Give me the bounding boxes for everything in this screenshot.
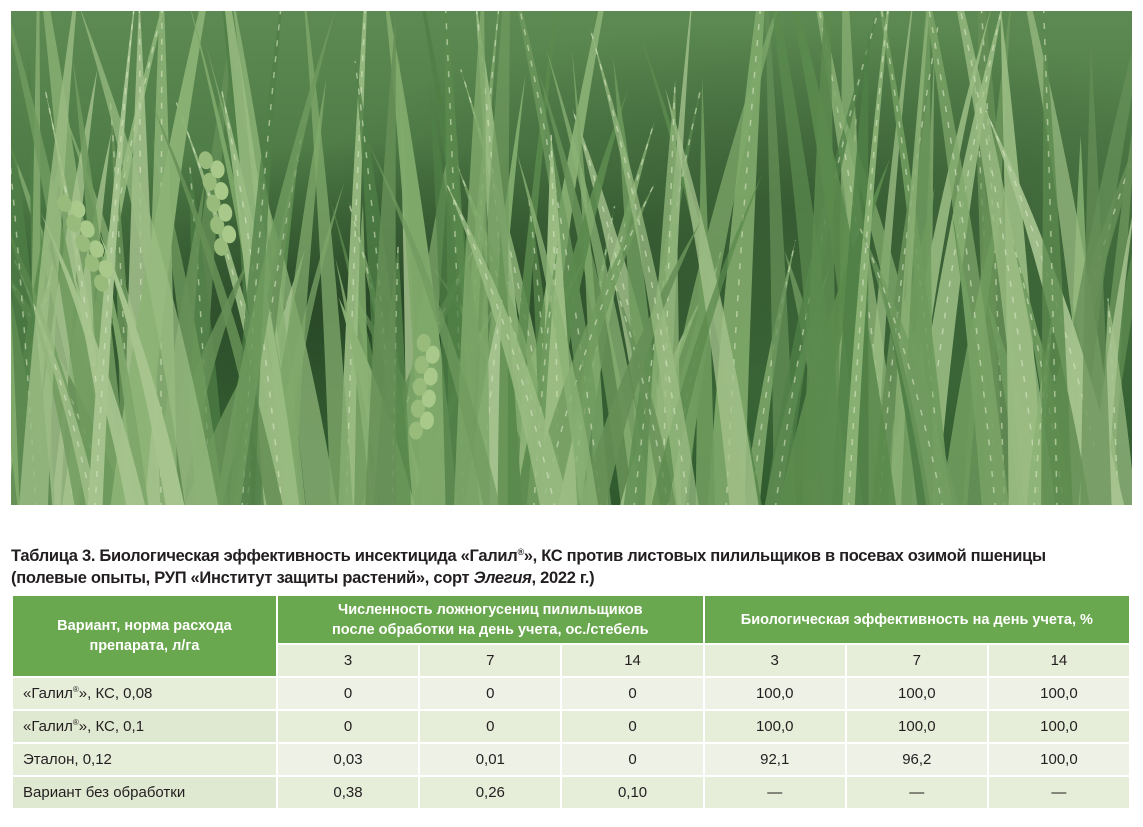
header-day-eff-3: 3	[704, 645, 845, 676]
table-cell: 100,0	[988, 744, 1129, 775]
leaf-blade	[772, 11, 850, 505]
leaf-damage-spots	[138, 11, 143, 505]
leaf-damage-spots	[878, 27, 939, 505]
leaf-blade	[367, 141, 500, 505]
header-day-eff-14: 14	[988, 645, 1129, 676]
table-cell: 0	[420, 678, 561, 709]
leaf-blade	[589, 27, 699, 505]
table-cell: —	[704, 777, 845, 808]
table-cell: 0,26	[420, 777, 561, 808]
leaf-blade	[338, 11, 367, 505]
leaf-blade	[40, 212, 145, 505]
table-cell: 100,0	[846, 711, 987, 742]
caption-line-2: (полевые опыты, РУП «Институт защиты рас…	[11, 569, 595, 587]
leaf-blade	[889, 11, 930, 505]
table-cell: 96,2	[846, 744, 987, 775]
leaf-blade	[571, 48, 609, 505]
table-cell: 0,03	[277, 744, 419, 775]
leaf-blade	[842, 11, 890, 505]
leaf-blade	[611, 276, 676, 505]
leaf-damage-spots	[928, 11, 996, 505]
table-cell: 0	[277, 711, 419, 742]
header-count-group: Численность ложногусениц пилильщиков пос…	[277, 596, 703, 643]
leaf-blade	[926, 11, 1009, 505]
table-cell: 0	[420, 711, 561, 742]
table-cell: —	[846, 777, 987, 808]
row-label: «Галил®», КС, 0,1	[13, 711, 276, 742]
leaf-damage-spots	[444, 181, 556, 505]
header-day-count-14: 14	[562, 645, 703, 676]
row-label: Вариант без обработки	[13, 777, 276, 808]
leaf-blade	[445, 181, 570, 505]
header-day-eff-7: 7	[846, 645, 987, 676]
leaf-blade	[1041, 11, 1073, 505]
leaf-blade	[365, 11, 397, 505]
cultivar-name: Элегия	[473, 569, 532, 587]
table-cell: —	[988, 777, 1129, 808]
leaf-blade	[385, 11, 458, 505]
table-cell: 100,0	[704, 711, 845, 742]
wheat-ear	[198, 151, 237, 256]
table-cell: 0	[562, 678, 703, 709]
leaf-blade	[957, 11, 1056, 505]
wheat-leaves-illustration	[11, 11, 1132, 505]
leaf-blade	[98, 230, 185, 505]
table-cell: 0,38	[277, 777, 419, 808]
leaf-blade	[526, 182, 656, 505]
leaf-blade	[578, 220, 702, 505]
row-label: «Галил®», КС, 0,08	[13, 678, 276, 709]
table-cell: 0,10	[562, 777, 703, 808]
caption-line-1: Таблица 3. Биологическая эффективность и…	[11, 547, 1046, 565]
table-caption: Таблица 3. Биологическая эффективность и…	[11, 541, 1136, 589]
header-efficacy-group: Биологическая эффективность на день учет…	[704, 596, 1129, 643]
table-row: Вариант без обработки 0,38 0,26 0,10 — —…	[13, 777, 1129, 808]
header-day-count-7: 7	[420, 645, 561, 676]
table-cell: 100,0	[988, 678, 1129, 709]
leaf-blade	[215, 11, 336, 505]
table-cell: 0	[562, 711, 703, 742]
leaf-damage-spots	[94, 11, 135, 505]
leaf-blade	[87, 11, 135, 505]
row-label: Эталон, 0,12	[13, 744, 276, 775]
table-cell: 0	[277, 678, 419, 709]
table-cell: 100,0	[988, 711, 1129, 742]
leaf-blade	[80, 11, 219, 505]
header-day-count-3: 3	[277, 645, 419, 676]
leaf-damage-spots	[345, 11, 366, 505]
table-row: «Галил®», КС, 0,1 0 0 0 100,0 100,0 100,…	[13, 711, 1129, 742]
leaf-damage-spots	[633, 88, 702, 505]
leaf-blade	[792, 11, 897, 505]
leaf-blade	[19, 11, 77, 505]
leaf-damage-spots	[175, 101, 287, 505]
leaf-blade	[516, 150, 599, 505]
leaf-blade	[517, 11, 612, 505]
wheat-field-photo	[11, 11, 1132, 505]
table-row: «Галил®», КС, 0,08 0 0 0 100,0 100,0 100…	[13, 678, 1129, 709]
header-variant: Вариант, норма расхода препарата, л/га	[13, 596, 276, 676]
efficacy-table: Вариант, норма расхода препарата, л/га Ч…	[11, 594, 1131, 810]
leaf-damage-spots	[347, 199, 413, 505]
table-cell: 100,0	[846, 678, 987, 709]
table-row: Эталон, 0,12 0,03 0,01 0 92,1 96,2 100,0	[13, 744, 1129, 775]
table-cell: 92,1	[704, 744, 845, 775]
wheat-ear	[56, 194, 114, 292]
wheat-ear	[409, 333, 440, 440]
table-cell: 0	[562, 744, 703, 775]
table-cell: 100,0	[704, 678, 845, 709]
table-cell: 0,01	[420, 744, 561, 775]
leaf-damage-spots	[1042, 11, 1058, 505]
leaf-blade	[1080, 45, 1112, 505]
leaf-damage-spots	[774, 11, 880, 505]
